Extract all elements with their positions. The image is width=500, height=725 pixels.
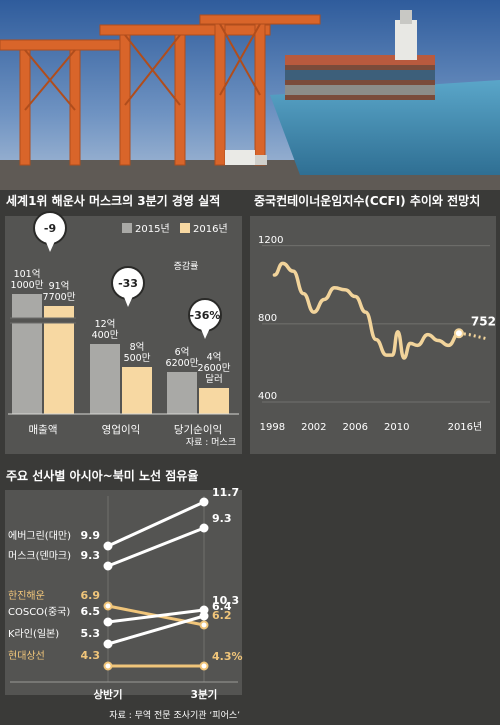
share-line-0 [107,500,205,548]
legend-label-2015: 2015년 [135,223,170,235]
ccfi-x-tick-1998: 1998 [260,422,285,433]
ccfi-last-label: 752 [471,314,496,328]
ccfi-y-tick-400: 400 [258,391,277,402]
share-panel: 주요 선사별 아시아~북미 노선 점유율 에버그린(대만) 9.9 11.7 머스크(… [5,468,243,721]
ccfi-last-point [453,328,464,339]
ccfi-x-tick-2002: 2002 [301,422,326,433]
change-rate-title: 증감률 [174,260,199,272]
ccfi-y-tick-1200: 1200 [258,235,283,246]
ccfi-x-tick-2010: 2010 [384,422,409,433]
bar-label-operating-profit-2016: 8억 500만 [124,341,151,364]
share-point-start-2 [103,601,113,611]
change-label-revenue: -9 [44,222,56,235]
share-line-1 [107,526,205,568]
share-series-name-5: 현대상선 [8,650,45,662]
share-value-end-4: 6.4 [212,600,232,613]
share-value-start-0: 9.9 [81,529,101,542]
share-point-start-5 [103,661,113,671]
legend-label-2016: 2016년 [193,223,228,235]
share-value-start-1: 9.3 [81,549,101,562]
ccfi-x-tick-2006: 2006 [343,422,368,433]
ccfi-chart-title: 중국컨테이너운임지수(CCFI) 추이와 전망치 [254,193,480,208]
bar-operating-profit-2015 [90,344,120,414]
share-point-start-4 [103,639,113,649]
share-value-start-2: 6.9 [81,589,101,602]
bar-revenue-2016 [44,306,74,414]
bar-net-profit-2016 [199,388,229,414]
share-value-start-3: 6.5 [81,605,101,618]
share-point-start-3 [103,617,113,627]
share-point-end-2 [199,620,209,630]
share-value-end-0: 11.7 [212,486,239,499]
share-point-start-1 [103,561,113,571]
change-label-operating-profit: -33 [118,277,138,290]
share-line-3 [107,608,205,624]
bar-revenue-2015 [12,294,42,414]
legend-swatch-2015 [122,223,132,233]
category-label-operating-profit: 영업이익 [102,423,141,436]
share-series-name-3: COSCO(중국) [8,606,70,618]
share-point-end-5 [199,661,209,671]
legend-swatch-2016 [180,223,190,233]
share-chart-title: 주요 선사별 아시아~북미 노선 점유율 [6,468,198,483]
bar-net-profit-2015 [167,372,197,414]
share-category-0: 상반기 [94,688,123,701]
share-series-name-1: 머스크(덴마크) [8,550,71,562]
bar-label-revenue-2015: 101억 1000만 [11,268,44,291]
change-bubble-pointer-revenue [46,241,55,252]
share-series-name-4: K라인(일본) [8,628,59,640]
bar-label-revenue-2016: 91억 7700만 [43,280,76,303]
share-source: 자료 : 무역 전문 조사기관 ‘피어스’ [109,710,240,721]
maersk-chart-title: 세계1위 해운사 머스크의 3분기 경영 실적 [6,193,220,208]
share-value-end-3: 10.3 [212,594,239,607]
axis-break-mark [10,318,76,323]
share-point-end-0 [199,497,209,507]
bar-label-operating-profit-2015: 12억 400만 [92,318,119,341]
ccfi-panel: 중국컨테이너운임지수(CCFI) 추이와 전망치 1200 800 400 1998 2… [250,193,496,454]
bar-label-net-profit-2015: 6억 6200만 [166,346,199,369]
ccfi-x-tick-2016: 2016년 [448,421,483,433]
bar-label-net-profit-2016: 4억 2600만 달러 [198,351,231,385]
ccfi-y-tick-800: 800 [258,313,277,324]
share-point-end-4 [199,611,209,621]
share-value-start-4: 5.3 [81,627,101,640]
ccfi-series-line [272,261,461,360]
share-category-1: 3분기 [191,688,218,701]
change-label-net-profit: -36% [190,309,221,322]
share-point-start-0 [103,541,113,551]
ccfi-plot: 1200 800 400 1998 2002 2006 2010 2016년 752 [258,235,496,433]
share-value-start-5: 4.3 [81,649,101,662]
maersk-source: 자료 : 머스크 [186,437,236,448]
share-value-end-2: 6.2 [212,609,232,622]
ccfi-forecast-line [458,331,487,340]
share-point-end-1 [199,523,209,533]
category-label-net-profit: 당기순이익 [174,424,222,436]
infographic: 세계1위 해운사 머스크의 3분기 경영 실적 2015년 2016년 101억… [0,190,500,725]
share-value-end-1: 9.3 [212,512,232,525]
maersk-results-panel: 세계1위 해운사 머스크의 3분기 경영 실적 2015년 2016년 101억… [5,193,242,454]
share-series-name-0: 에버그린(대만) [8,530,71,542]
container-ship-port-photo [0,0,500,190]
share-line-4 [107,614,205,646]
change-bubble-pointer-operating-profit [124,296,133,307]
bar-operating-profit-2016 [122,367,152,414]
share-plot: 에버그린(대만) 9.9 11.7 머스크(덴마크) 9.3 9.3 한진해운 6.9 6.2 C… [8,486,243,701]
change-bubble-pointer-net-profit [201,328,210,339]
share-series-name-2: 한진해운 [8,589,45,602]
category-label-revenue: 매출액 [29,424,58,436]
share-value-end-5: 4.3% [212,650,243,663]
